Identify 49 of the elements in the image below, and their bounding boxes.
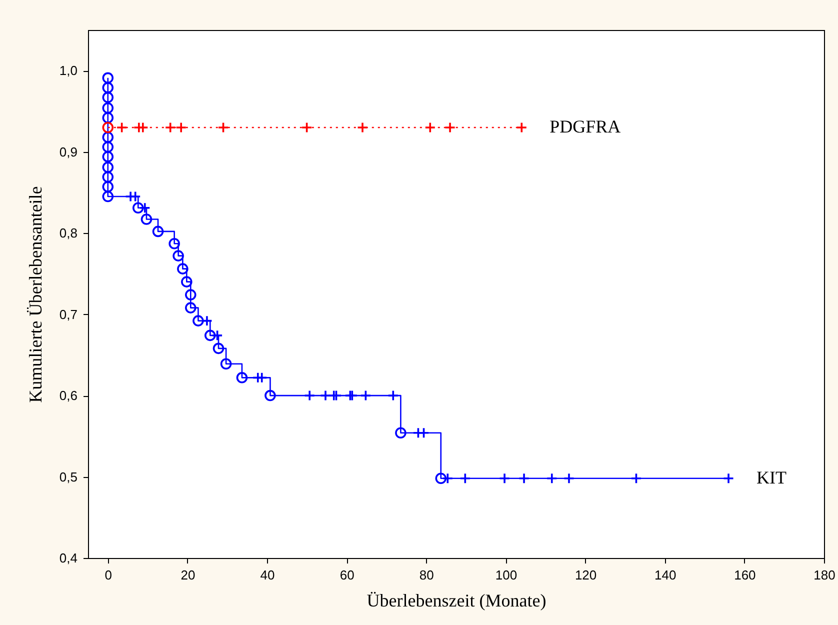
point [102, 181, 114, 192]
point [185, 302, 196, 314]
point [220, 358, 232, 370]
x-tick-label: 20 [180, 568, 196, 582]
x-tick-label: 140 [654, 568, 676, 582]
point [102, 72, 114, 84]
point [236, 372, 248, 384]
point [301, 122, 312, 134]
point [102, 162, 114, 173]
y-tick-label: 0,5 [59, 469, 78, 484]
x-tick-label: 160 [734, 568, 756, 582]
point [102, 171, 114, 183]
x-tick-label: 60 [340, 568, 354, 582]
point [102, 122, 114, 134]
x-tick-label: 40 [260, 568, 275, 582]
x-tick-label: 100 [495, 568, 518, 582]
point [177, 263, 188, 274]
x-tick-label: 120 [574, 568, 597, 582]
point [102, 190, 114, 202]
point [102, 82, 114, 94]
y-tick-label: 0,7 [59, 306, 78, 322]
point [102, 102, 114, 114]
y-tick-label: 0,8 [59, 226, 78, 241]
point [102, 92, 114, 104]
series-label: PDGFRA [550, 116, 621, 136]
point [102, 132, 114, 143]
point [212, 342, 224, 354]
point [140, 214, 152, 225]
y-tick-label: 0,6 [59, 388, 78, 404]
x-tick-label: 80 [419, 568, 434, 582]
x-axis-title: Überlebenszeit (Monate) [366, 590, 546, 610]
point [102, 112, 114, 124]
series-label: KIT [756, 467, 787, 488]
y-axis-title: Kumulierte Überlebensanteile [25, 186, 46, 403]
y-tick-label: 0,4 [59, 550, 78, 566]
point [172, 250, 184, 262]
point [264, 390, 276, 402]
point [152, 226, 164, 238]
point [102, 151, 114, 162]
point [395, 427, 406, 439]
point [102, 141, 114, 153]
y-tick-label: 0,9 [59, 144, 78, 160]
point [168, 238, 180, 250]
point [516, 122, 528, 134]
point [181, 276, 192, 288]
point [185, 289, 196, 300]
y-tick-label: 1,0 [59, 63, 78, 78]
x-tick-label: 180 [814, 568, 836, 582]
x-tick-label: 0 [104, 568, 112, 582]
